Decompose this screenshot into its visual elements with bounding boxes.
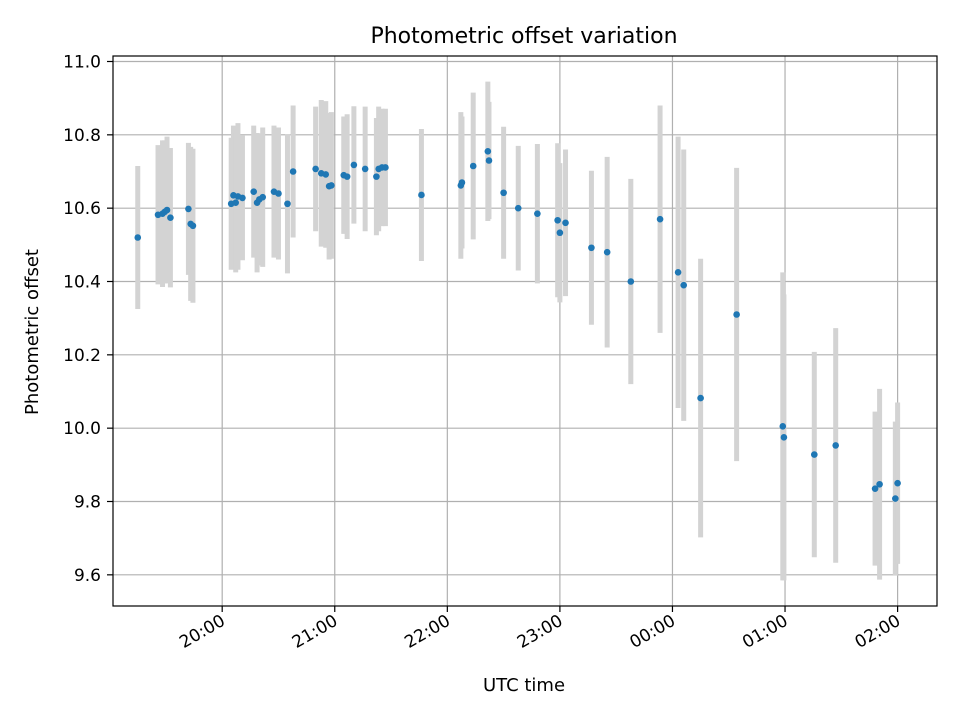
- data-point: [697, 394, 704, 402]
- data-point: [780, 434, 788, 441]
- data-point: [500, 189, 507, 197]
- plot-frame: [112, 55, 938, 607]
- x-axis-label: UTC time: [483, 675, 565, 696]
- data-point: [322, 171, 330, 178]
- data-point: [275, 190, 282, 197]
- data-point: [250, 188, 258, 195]
- y-tick-label: 11.0: [63, 53, 101, 73]
- x-tick-label: 02:00: [852, 611, 904, 653]
- data-point: [871, 485, 879, 492]
- data-point: [656, 215, 664, 223]
- y-axis-label: Photometric offset: [22, 249, 43, 415]
- data-point: [418, 191, 425, 199]
- x-tick-label: 22:00: [401, 611, 453, 653]
- y-tick-label: 9.6: [74, 566, 101, 586]
- data-point: [894, 479, 901, 487]
- x-tick-label: 01:00: [739, 611, 791, 653]
- data-point: [189, 222, 197, 230]
- data-point: [343, 173, 351, 180]
- data-point: [312, 165, 319, 173]
- data-point: [484, 148, 492, 155]
- data-point: [876, 480, 883, 488]
- data-point: [556, 229, 564, 237]
- data-point: [259, 193, 267, 201]
- y-tick-label: 9.8: [74, 493, 101, 513]
- chart-title: Photometric offset variation: [370, 24, 677, 49]
- y-tick-label: 10.8: [63, 126, 101, 146]
- data-point: [811, 451, 818, 458]
- data-point: [232, 199, 239, 206]
- data-point: [469, 162, 477, 170]
- x-tick-label: 21:00: [289, 611, 341, 653]
- data-point: [832, 442, 839, 449]
- data-point: [167, 214, 174, 221]
- data-point: [350, 161, 358, 169]
- y-tick-label: 10.6: [63, 199, 101, 219]
- y-tick-label: 10.2: [63, 346, 101, 366]
- data-point: [382, 164, 389, 171]
- data-point: [284, 200, 291, 208]
- data-point: [562, 219, 569, 227]
- data-point: [485, 157, 493, 164]
- data-point: [163, 206, 171, 214]
- y-tick-label: 10.4: [63, 273, 101, 293]
- data-point: [185, 205, 192, 213]
- data-point: [603, 248, 611, 256]
- data-point: [588, 244, 595, 252]
- data-point: [779, 423, 787, 430]
- data-point: [361, 165, 369, 173]
- x-tick-label: 20:00: [176, 611, 228, 653]
- data-point: [554, 216, 561, 224]
- data-point: [514, 204, 522, 212]
- x-tick-label: 23:00: [514, 611, 566, 653]
- axis-ticks: 9.6 9.8 10.0 10.2 10.4 10.6 10.8 11.0 20:00 21:00…: [63, 53, 904, 653]
- data-point: [134, 234, 142, 241]
- data-point: [373, 173, 380, 180]
- data-point: [733, 311, 740, 318]
- data-point: [627, 278, 635, 285]
- y-tick-label: 10.0: [63, 419, 101, 439]
- data-point: [458, 179, 466, 186]
- data-point: [674, 269, 682, 276]
- error-bars: [135, 81, 901, 581]
- data-points: [134, 148, 901, 502]
- data-point: [534, 210, 541, 217]
- x-tick-label: 00:00: [627, 611, 679, 653]
- data-point: [289, 168, 297, 175]
- data-point: [328, 182, 335, 189]
- data-point: [680, 281, 688, 289]
- data-point: [892, 495, 899, 502]
- data-point: [239, 194, 246, 202]
